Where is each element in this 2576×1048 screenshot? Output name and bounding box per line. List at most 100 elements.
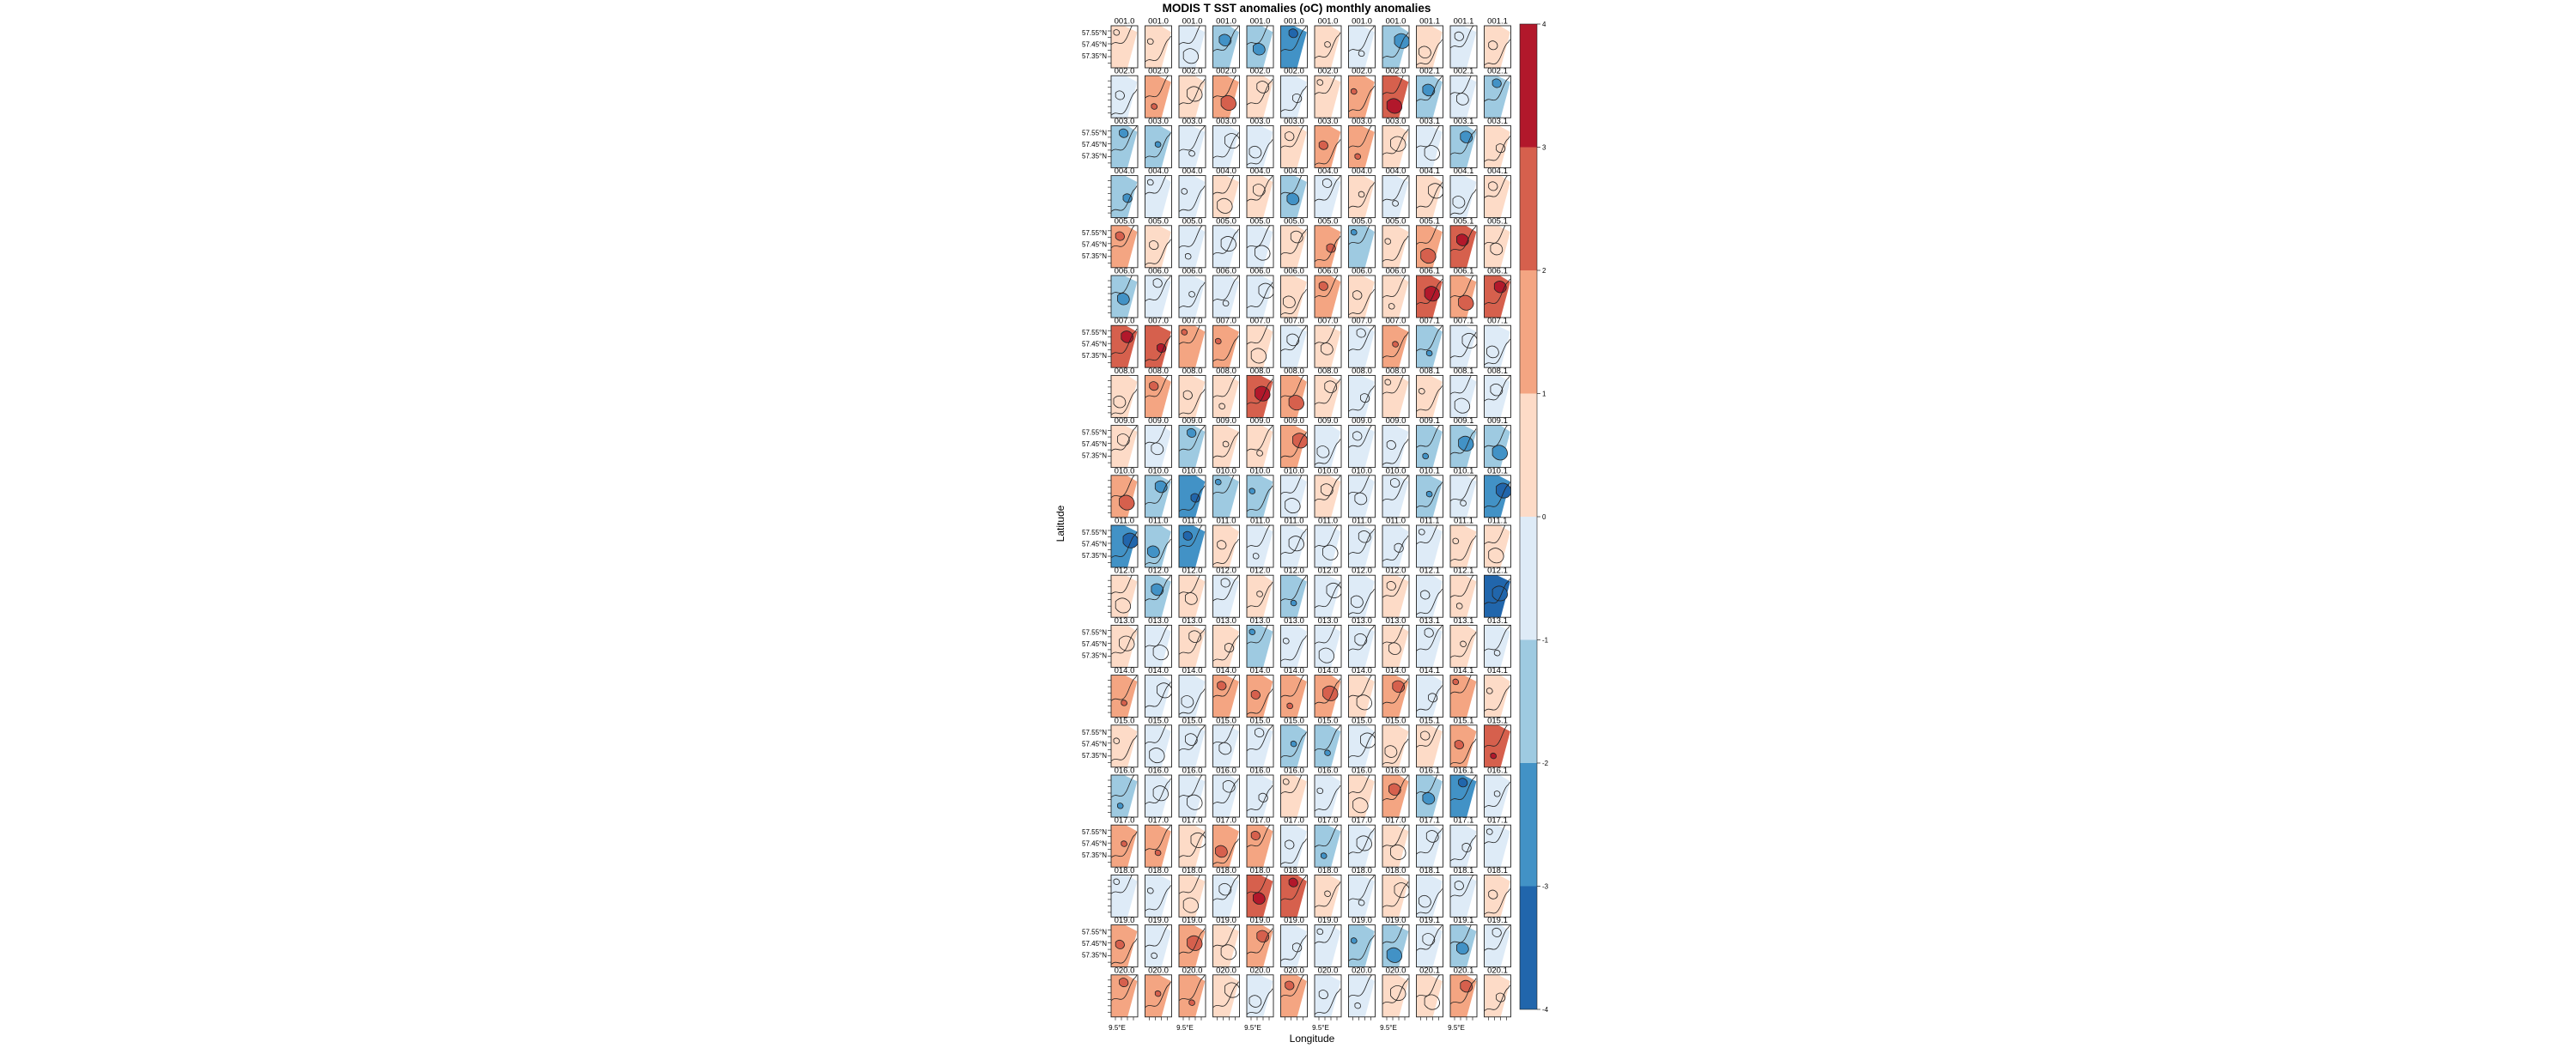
panel-label: 004.0 (1182, 167, 1203, 176)
map-panel: 009.0 (1178, 416, 1206, 469)
anomaly-field (1145, 775, 1171, 817)
anomaly-contour (1253, 43, 1266, 56)
anomaly-field (1348, 724, 1375, 767)
panel-label: 009.0 (1284, 416, 1304, 426)
panel-frame (1280, 974, 1308, 1018)
panel-frame (1212, 924, 1240, 968)
panel-frame (1484, 874, 1511, 918)
anomaly-contour (1286, 702, 1294, 710)
anomaly-contour (1280, 26, 1307, 52)
anomaly-contour (1315, 625, 1336, 645)
panel-frame (1212, 175, 1240, 219)
anomaly-contour (1315, 784, 1341, 812)
anomaly-contour (1386, 947, 1403, 963)
panel-label: 020.0 (1148, 966, 1169, 975)
anomaly-contour (1321, 852, 1327, 859)
map-panel: 005.0 (1178, 216, 1206, 269)
lat-tick-label: 57.55°N (1082, 29, 1107, 37)
anomaly-contour (1220, 944, 1236, 960)
map-panel: 012.0 (1382, 566, 1410, 618)
panel-label: 007.0 (1284, 317, 1304, 326)
anomaly-contour (1188, 291, 1195, 298)
panel-frame (1416, 175, 1443, 219)
anomaly-field (1382, 575, 1409, 618)
map-panel: 016.0 (1314, 766, 1342, 818)
anomaly-contour (1119, 978, 1129, 988)
map-panel: 019.0 (1382, 916, 1410, 968)
panel-label: 015.0 (1284, 716, 1304, 725)
anomaly-field (1348, 775, 1375, 817)
panel-frame (1382, 324, 1410, 368)
anomaly-field (1484, 525, 1510, 567)
panel-label: 002.1 (1419, 67, 1440, 76)
anomaly-field (1247, 775, 1273, 817)
anomaly-field (1145, 375, 1171, 418)
map-panel: 003.0 (1382, 117, 1410, 168)
anomaly-field (1315, 375, 1341, 418)
map-panel: 019.1 (1449, 916, 1478, 968)
panel-frame (1145, 574, 1172, 618)
lat-tick-label: 57.35°N (1082, 752, 1107, 760)
panel-label: 006.1 (1419, 267, 1440, 276)
panel-label: 013.0 (1216, 616, 1236, 626)
map-panel: 009.1 (1484, 416, 1511, 469)
map-panel: 016.1 (1416, 766, 1443, 818)
anomaly-field (1348, 325, 1375, 368)
panel-label: 003.1 (1454, 117, 1474, 126)
anomaly-contour (1179, 325, 1200, 345)
anomaly-contour (1250, 689, 1261, 700)
anomaly-field (1247, 225, 1273, 268)
panel-label: 008.0 (1284, 366, 1304, 376)
anomaly-contour (1280, 528, 1307, 555)
anomaly-contour (1157, 682, 1172, 699)
anomaly-contour (1217, 197, 1233, 214)
anomaly-contour (1382, 738, 1409, 766)
panel-frame (1449, 724, 1478, 768)
lat-tick-label: 57.35°N (1082, 851, 1107, 859)
anomaly-field (1348, 225, 1375, 268)
lon-tick-label: 9.5°E (1109, 1024, 1126, 1032)
anomaly-field (1450, 175, 1477, 218)
map-panel: 006.0 (1314, 267, 1342, 318)
anomaly-contour (1256, 81, 1270, 94)
anomaly-contour (1145, 885, 1171, 912)
anomaly-field (1348, 425, 1375, 468)
panel-frame (1449, 324, 1478, 368)
anomaly-contour (1212, 538, 1239, 566)
anomaly-field (1416, 675, 1443, 718)
map-panel: 020.1 (1416, 966, 1443, 1021)
map-panel: 005.1 (1484, 216, 1511, 269)
anomaly-contour (1145, 478, 1171, 506)
panel-label: 003.0 (1216, 117, 1236, 126)
map-panel: 008.0 (1348, 366, 1376, 418)
panel-frame (1246, 225, 1274, 269)
map-panel: 007.0 (1212, 317, 1240, 368)
anomaly-field (1179, 625, 1206, 668)
anomaly-contour (1285, 498, 1301, 514)
panel-frame (1246, 425, 1274, 469)
map-panel: 018.0 (1348, 866, 1376, 918)
panel-frame (1416, 475, 1443, 518)
panel-frame (1145, 324, 1172, 368)
map-panel: 018.1 (1484, 866, 1511, 918)
anomaly-contour (1247, 688, 1273, 715)
panel-label: 018.0 (1148, 866, 1169, 875)
panel-label: 006.0 (1386, 267, 1406, 276)
panel-label: 015.0 (1182, 716, 1203, 725)
anomaly-contour (1394, 542, 1404, 553)
anomaly-contour (1484, 76, 1510, 102)
panel-frame (1110, 124, 1139, 168)
panel-label: 020.0 (1250, 966, 1271, 975)
anomaly-field (1484, 825, 1510, 868)
colorbar-tick-label: -3 (1542, 883, 1549, 891)
map-panel: 014.0 (1178, 666, 1206, 718)
panel-frame (1110, 175, 1139, 219)
panel-label: 018.0 (1284, 866, 1304, 875)
panel-frame (1110, 275, 1139, 318)
map-panel: 006.0 (1348, 267, 1376, 318)
panel-label: 013.0 (1148, 616, 1169, 626)
panel-frame (1110, 475, 1139, 518)
map-panel: 013.1 (1484, 616, 1511, 668)
anomaly-contour (1348, 775, 1370, 795)
panel-label: 009.0 (1182, 416, 1203, 426)
